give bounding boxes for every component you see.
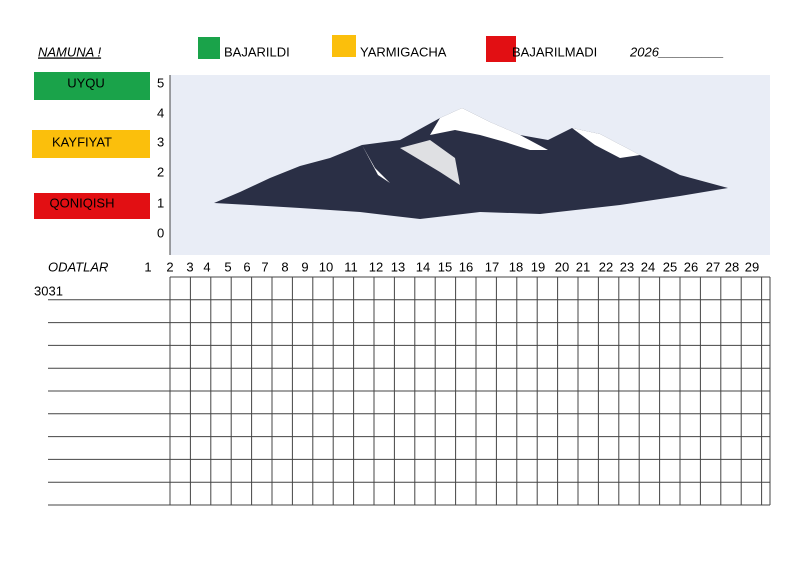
day-label: 19 <box>531 259 545 274</box>
legend-label: BAJARILMADI <box>512 44 597 59</box>
day-label: 20 <box>555 259 569 274</box>
scale-label: 2 <box>157 164 164 179</box>
day-label: 9 <box>301 259 308 274</box>
day-label: 5 <box>224 259 231 274</box>
scale-label: 0 <box>157 225 164 240</box>
rating-button <box>32 130 150 158</box>
rating-button <box>34 193 150 219</box>
scale-label: 5 <box>157 75 164 90</box>
day-label: 11 <box>344 259 358 274</box>
scale-label: 3 <box>157 134 164 149</box>
scale-label: 1 <box>157 195 164 210</box>
day-label: 18 <box>509 259 523 274</box>
day-label: 27 <box>706 259 720 274</box>
day-label: 7 <box>261 259 268 274</box>
legend-label: BAJARILDI <box>224 44 290 59</box>
day-label: 17 <box>485 259 499 274</box>
rating-label: KAYFIYAT <box>52 134 112 149</box>
day-label: 26 <box>684 259 698 274</box>
day-label: 14 <box>416 259 430 274</box>
rating-button <box>34 72 150 100</box>
day-label: 4 <box>203 259 210 274</box>
day-label: 21 <box>576 259 590 274</box>
day-label: 23 <box>620 259 634 274</box>
day-label: 1 <box>144 259 151 274</box>
table-title: ODATLAR <box>48 259 108 274</box>
rating-label: UYQU <box>67 75 105 90</box>
day-label: 6 <box>243 259 250 274</box>
legend-label: YARMIGACHA <box>360 44 447 59</box>
mountain-image <box>214 108 728 219</box>
rating-label: QONIQISH <box>49 195 114 210</box>
day-label: 16 <box>459 259 473 274</box>
day-label: 8 <box>281 259 288 274</box>
day-label: 25 <box>663 259 677 274</box>
day-label: 12 <box>369 259 383 274</box>
day-label: 29 <box>745 259 759 274</box>
day-label: 22 <box>599 259 613 274</box>
day-label: 28 <box>725 259 739 274</box>
day-overflow: 3031 <box>34 283 63 298</box>
day-label: 10 <box>319 259 333 274</box>
year: 2026_________ <box>629 44 724 59</box>
day-label: 2 <box>166 259 173 274</box>
legend-swatch <box>486 36 516 62</box>
title: NAMUNA ! <box>38 44 101 59</box>
scale-label: 4 <box>157 105 164 120</box>
day-label: 13 <box>391 259 405 274</box>
legend-swatch <box>198 37 220 59</box>
day-label: 24 <box>641 259 655 274</box>
day-label: 15 <box>438 259 452 274</box>
day-label: 3 <box>186 259 193 274</box>
legend-swatch <box>332 35 356 57</box>
